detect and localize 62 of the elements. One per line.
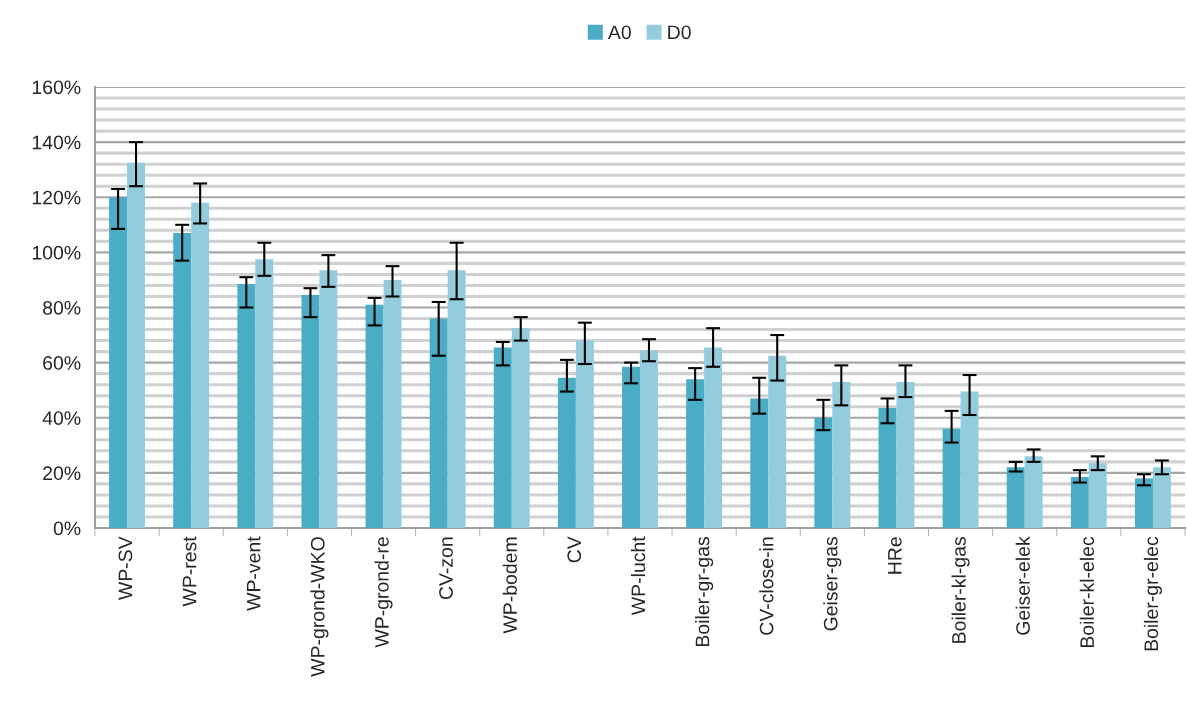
bar xyxy=(319,270,338,528)
bar xyxy=(704,347,723,528)
x-tick-label: Geiser-elek xyxy=(1015,536,1030,635)
x-tick-label: WP-grond-re xyxy=(374,537,393,648)
bar xyxy=(1006,467,1025,528)
bar xyxy=(365,304,384,528)
x-tick-label: WP-grond-WKO xyxy=(310,537,329,677)
bar xyxy=(191,202,210,528)
bar xyxy=(622,366,640,528)
bar xyxy=(575,340,594,528)
bar xyxy=(493,347,512,528)
y-tick-label: 140% xyxy=(32,135,81,150)
x-tick-label: Boiler-gr-elec xyxy=(1143,536,1162,651)
bar xyxy=(896,381,915,528)
bar xyxy=(878,408,897,528)
x-tick-label: CV xyxy=(567,536,582,563)
y-tick-label: 100% xyxy=(32,245,81,260)
y-tick-label: 20% xyxy=(43,466,81,481)
bar xyxy=(109,197,128,528)
x-tick-label: Geiser-gas xyxy=(823,537,842,631)
x-tick-label: CV-close-in xyxy=(759,537,774,635)
bar xyxy=(768,355,787,528)
bar xyxy=(1134,478,1153,528)
bar xyxy=(127,162,146,528)
bar xyxy=(1070,477,1089,528)
bar xyxy=(383,279,402,528)
bar xyxy=(960,391,979,528)
bar xyxy=(1088,463,1107,528)
bar xyxy=(255,259,274,528)
bar xyxy=(301,295,320,528)
bar xyxy=(557,377,576,528)
y-tick-label: 60% xyxy=(43,356,81,370)
y-tick-label: 80% xyxy=(43,300,81,315)
bar xyxy=(1152,467,1171,528)
bar xyxy=(640,350,658,528)
x-tick-label: WP-lucht xyxy=(630,536,646,616)
bar xyxy=(173,233,192,528)
legend-label: A0 xyxy=(607,25,631,40)
x-tick-label: CV-zon xyxy=(439,537,453,600)
y-tick-label: 120% xyxy=(32,190,81,205)
bar xyxy=(750,398,769,528)
legend-label: D0 xyxy=(668,25,691,40)
x-tick-label: WP-bodem xyxy=(502,537,517,634)
y-tick-label: 0% xyxy=(53,521,81,536)
bar xyxy=(511,328,530,528)
x-tick-label: HRe xyxy=(888,537,902,574)
bar xyxy=(237,284,256,528)
bar xyxy=(814,417,833,528)
bar xyxy=(686,379,705,528)
bar xyxy=(832,381,851,528)
x-tick-label: Boiler-kl-gas xyxy=(951,537,970,643)
x-tick-label: WP-vent xyxy=(246,536,261,611)
bar xyxy=(429,318,448,528)
x-tick-label: WP-SV xyxy=(118,536,133,600)
bar xyxy=(1024,456,1043,528)
x-tick-label: Boiler-kl-elec xyxy=(1079,536,1095,648)
bar xyxy=(447,270,466,528)
y-tick-label: 160% xyxy=(32,80,81,95)
x-tick-label: WP-rest xyxy=(182,536,197,607)
bar xyxy=(942,428,961,528)
y-tick-label: 40% xyxy=(42,411,81,425)
x-tick-label: Boiler-gr-gas xyxy=(695,537,714,647)
